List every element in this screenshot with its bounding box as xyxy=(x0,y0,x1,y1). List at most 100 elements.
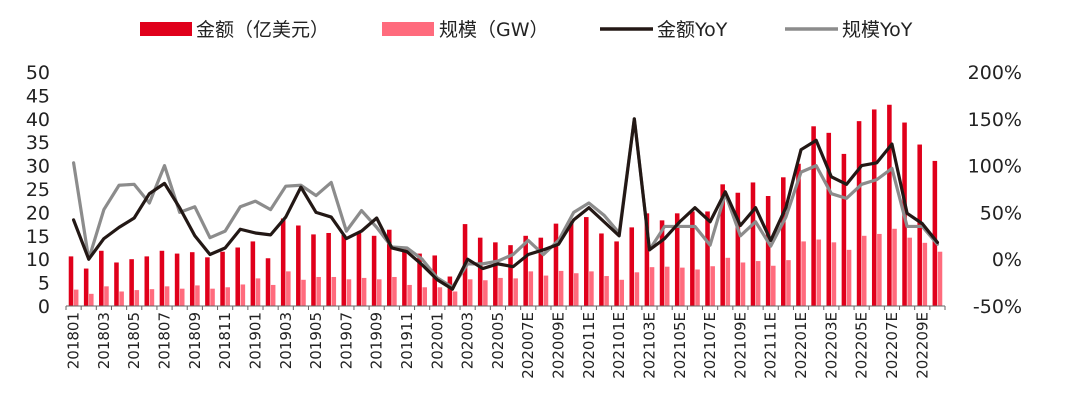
amount-bar xyxy=(189,252,195,306)
scale-bar xyxy=(255,278,261,306)
scale-bar xyxy=(225,287,230,306)
amount-bar xyxy=(644,213,650,306)
amount-bar xyxy=(553,223,559,306)
x-tick-label: 201909 xyxy=(368,312,386,369)
scale-bar xyxy=(301,279,306,306)
amount-bar xyxy=(599,233,604,306)
scale-bar xyxy=(331,276,337,306)
right-tick-label: 200% xyxy=(968,62,1022,84)
amount-bar xyxy=(584,217,589,306)
legend-swatch xyxy=(140,22,192,36)
amount-bar xyxy=(235,247,240,306)
amount-bar xyxy=(220,251,225,306)
yoy-lines xyxy=(71,117,940,291)
amount-bar xyxy=(68,256,74,306)
amount-bar xyxy=(871,109,877,306)
scale-bar xyxy=(831,242,837,306)
x-tick-label: 202111E xyxy=(762,312,780,379)
scale-bar xyxy=(376,279,382,306)
scale-bar xyxy=(407,284,412,306)
left-tick-label: 0 xyxy=(38,296,50,318)
amount-bar xyxy=(296,225,301,306)
amount-bar xyxy=(826,132,832,306)
amount-bar xyxy=(568,220,574,306)
amount-bar xyxy=(265,258,271,306)
right-tick-label: 50% xyxy=(980,202,1022,224)
scale-bar xyxy=(801,241,806,306)
amount-bar xyxy=(493,242,498,306)
amount-bar xyxy=(811,126,816,306)
scale-bar xyxy=(422,287,427,306)
amount-bar xyxy=(932,160,938,306)
amount-bar xyxy=(765,196,771,306)
left-tick-label: 45 xyxy=(26,85,50,107)
x-tick-label: 202009E xyxy=(550,312,568,379)
x-tick-label: 201811 xyxy=(216,312,234,369)
scale-bar xyxy=(134,290,140,306)
scale-bar xyxy=(467,279,473,306)
amount-bar xyxy=(326,232,331,306)
amount-bar xyxy=(750,182,756,306)
scale-bar xyxy=(528,271,534,306)
legend-label: 金额（亿美元） xyxy=(196,19,329,41)
amount-bar xyxy=(311,234,316,306)
amount-bar xyxy=(614,241,619,306)
x-tick-label: 202007E xyxy=(519,312,537,379)
scale-bar xyxy=(937,251,943,306)
x-tick-label: 202001 xyxy=(428,312,446,369)
amount-bar xyxy=(523,235,528,306)
scale-bar xyxy=(119,291,124,306)
left-tick-label: 15 xyxy=(26,226,50,248)
scale-bar xyxy=(740,262,746,306)
x-tick-label: 201905 xyxy=(307,312,325,369)
scale-bar xyxy=(149,289,155,306)
right-tick-label: 150% xyxy=(968,109,1022,131)
x-tick-label: 202103E xyxy=(640,312,658,379)
amount-bar xyxy=(841,153,847,306)
scale-bar xyxy=(725,257,731,306)
scale-bar xyxy=(877,233,882,306)
x-tick-label: 202109E xyxy=(731,312,749,379)
scale-bar xyxy=(619,279,625,306)
x-tick-label: 202011E xyxy=(580,312,598,379)
amount-bar xyxy=(129,259,134,306)
legend: 金额（亿美元） 规模（GW） 金额YoY 规模YoY xyxy=(140,19,913,41)
scale-bar xyxy=(771,265,776,306)
x-tick-label: 202203E xyxy=(822,312,840,379)
scale-bars xyxy=(73,228,943,306)
scale-bar xyxy=(437,287,443,306)
x-tick-label: 202005 xyxy=(489,312,507,369)
amount-bar xyxy=(99,250,104,306)
amount-bar xyxy=(402,247,407,306)
scale-bar xyxy=(286,271,291,306)
legend-label: 规模（GW） xyxy=(439,19,549,41)
x-tick-label: 202003 xyxy=(459,312,477,369)
scale-yoy-line xyxy=(71,117,940,289)
amount-bar xyxy=(477,237,483,306)
amount-bar xyxy=(174,253,180,306)
scale-bar xyxy=(710,266,715,306)
scale-bar xyxy=(361,277,367,306)
scale-bar xyxy=(210,288,215,306)
left-tick-label: 50 xyxy=(26,62,50,84)
amount-bar xyxy=(705,211,710,306)
scale-bar xyxy=(498,277,503,306)
amount-bar xyxy=(356,232,362,306)
amount-bar xyxy=(735,192,741,306)
scale-bar xyxy=(195,285,200,306)
scale-bar xyxy=(892,228,897,306)
x-tick-label: 202201E xyxy=(792,312,810,379)
amount-bar xyxy=(341,234,347,306)
scale-bar xyxy=(589,271,594,306)
left-tick-label: 10 xyxy=(26,249,50,271)
scale-bar xyxy=(680,267,685,306)
scale-bar xyxy=(558,270,564,306)
scale-bar xyxy=(846,249,852,306)
scale-bar xyxy=(755,261,761,306)
left-tick-label: 20 xyxy=(26,202,50,224)
amount-bar xyxy=(432,255,438,306)
scale-bar xyxy=(392,276,397,306)
x-tick-label: 201907 xyxy=(337,312,355,369)
scale-bar xyxy=(89,293,94,306)
